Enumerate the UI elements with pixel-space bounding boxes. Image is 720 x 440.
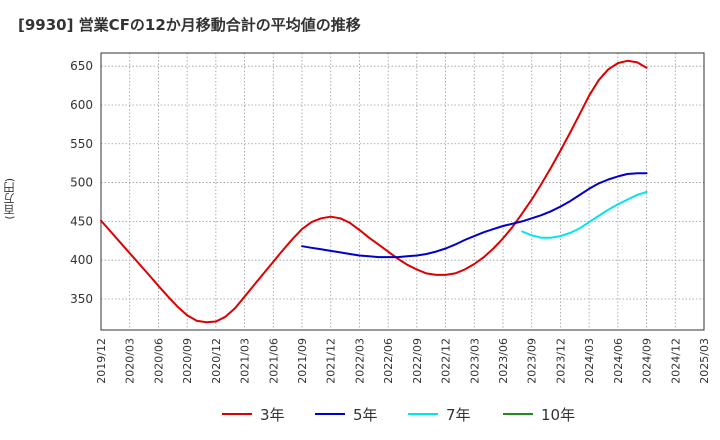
legend-label: 3年 (260, 405, 285, 424)
plot-area (100, 52, 705, 331)
x-tick-label: 2022/06 (382, 338, 395, 384)
y-tick-label: 400 (70, 253, 93, 267)
y-tick-label: 650 (70, 59, 93, 73)
series-line-1 (100, 59, 648, 324)
legend-item: 5年 (315, 404, 378, 424)
x-tick-label: 2020/12 (210, 338, 223, 384)
x-tick-label: 2022/09 (411, 338, 424, 384)
x-tick-label: 2025/03 (698, 338, 711, 384)
legend-item: 7年 (408, 404, 471, 424)
x-tick-label: 2021/09 (296, 338, 309, 384)
x-tick-label: 2023/09 (526, 338, 539, 384)
x-tick-label: 2024/09 (641, 338, 654, 384)
x-tick-label: 2022/03 (353, 338, 366, 384)
x-tick-label: 2022/12 (440, 338, 453, 384)
legend-item: 3年 (222, 404, 285, 424)
x-tick-label: 2021/03 (239, 338, 252, 384)
y-tick-label: 550 (70, 137, 93, 151)
legend-swatch (315, 413, 345, 415)
legend-label: 5年 (353, 405, 378, 424)
y-tick-label: 500 (70, 176, 93, 190)
x-tick-label: 2020/03 (124, 338, 137, 384)
x-tick-label: 2024/12 (669, 338, 682, 384)
chart-title: [9930] 営業CFの12か月移動合計の平均値の推移 (18, 16, 361, 34)
x-tick-label: 2019/12 (95, 338, 108, 384)
legend-label: 7年 (446, 405, 471, 424)
legend-label: 10年 (541, 405, 576, 424)
x-tick-label: 2020/06 (152, 338, 165, 384)
x-tick-label: 2023/03 (468, 338, 481, 384)
y-tick-label: 600 (70, 98, 93, 112)
x-tick-label: 2020/09 (181, 338, 194, 384)
legend-item: 10年 (503, 404, 575, 424)
x-tick-label: 2021/06 (267, 338, 280, 384)
series-line-3 (521, 190, 648, 239)
legend-swatch (503, 413, 533, 415)
x-tick-label: 2023/06 (497, 338, 510, 384)
line-chart: 350 400 450 500 550 600 650 2019/12 2020/03 2020/… (70, 52, 711, 384)
x-tick-label: 2024/06 (612, 338, 625, 384)
y-tick-label: 450 (70, 214, 93, 228)
legend-swatch (222, 413, 252, 415)
x-tick-label: 2021/12 (325, 338, 338, 384)
series-line-2 (301, 172, 648, 259)
legend-swatch (408, 413, 438, 415)
x-tick-label: 2023/12 (554, 338, 567, 384)
y-tick-label: 350 (70, 292, 93, 306)
chart-legend: 3年 5年 7年 10年 (0, 400, 720, 428)
x-tick-label: 2024/03 (583, 338, 596, 384)
